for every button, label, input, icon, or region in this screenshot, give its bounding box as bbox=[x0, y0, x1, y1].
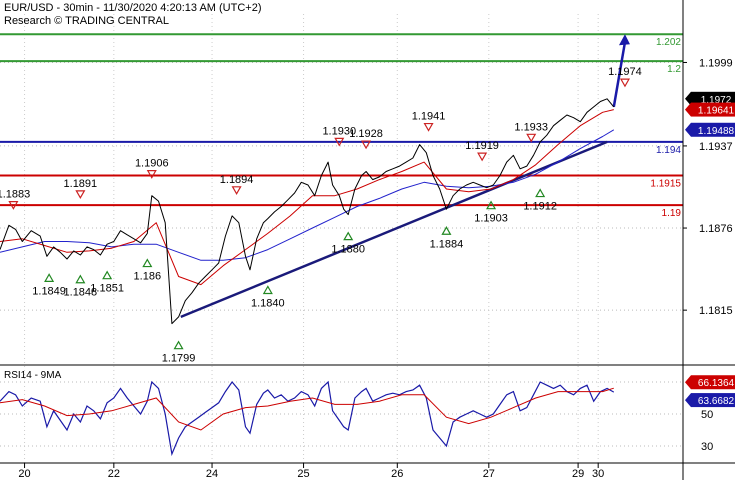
ma-fast-series-line bbox=[0, 109, 614, 286]
swing-low-label: 1.1884 bbox=[430, 238, 464, 250]
price-tag bbox=[691, 91, 735, 106]
time-axis-tick-label: 29 bbox=[572, 468, 584, 480]
swing-low-marker bbox=[441, 226, 452, 235]
swing-low-label: 1.1799 bbox=[162, 353, 196, 365]
projection-arrow-shaft bbox=[612, 41, 627, 108]
swing-low-marker bbox=[102, 270, 113, 280]
chart-header-line2: Research © TRADING CENTRAL bbox=[4, 15, 169, 27]
swing-high-label: 1.1906 bbox=[135, 158, 169, 170]
price-series-line bbox=[0, 98, 615, 325]
swing-high-label: 1.1933 bbox=[514, 121, 548, 133]
price-tag-label: 1.19488 bbox=[698, 126, 735, 137]
swing-low-label: 1.1912 bbox=[523, 201, 557, 213]
price-tag-pointer bbox=[685, 122, 691, 137]
swing-low-marker bbox=[44, 273, 55, 282]
price-tag-label: 1.1972 bbox=[701, 95, 732, 106]
swing-low-label: 1.1849 bbox=[32, 285, 66, 297]
rsi-axis-tick-label: 50 bbox=[701, 409, 713, 421]
price-axis-tick-label: 1.1999 bbox=[699, 57, 733, 69]
level-label-pivot: 1.194 bbox=[656, 145, 681, 156]
swing-high-marker bbox=[477, 152, 488, 162]
swing-high-label: 1.1883 bbox=[0, 189, 30, 201]
price-axis-tick-label: 1.1815 bbox=[699, 305, 733, 317]
time-axis-tick-label: 30 bbox=[592, 468, 604, 480]
level-label-resistance: 1.19 bbox=[662, 208, 682, 219]
swing-low-marker bbox=[173, 340, 184, 350]
rsi-tag bbox=[691, 393, 735, 408]
swing-high-marker bbox=[619, 78, 631, 88]
price-tag-label: 1.19641 bbox=[698, 106, 735, 117]
swing-high-label: 1.1974 bbox=[608, 66, 642, 78]
chart-header-line1: EUR/USD - 30min - 11/30/2020 4:20:13 AM … bbox=[4, 2, 262, 14]
swing-high-label: 1.1928 bbox=[349, 128, 383, 140]
swing-high-marker bbox=[146, 170, 157, 179]
rsi-axis-tick-label: 30 bbox=[701, 441, 713, 453]
rsi-tag-pointer bbox=[685, 393, 691, 408]
price-tag-pointer bbox=[685, 91, 691, 106]
swing-high-marker bbox=[361, 140, 372, 150]
trendline bbox=[180, 140, 608, 319]
time-axis-tick-label: 27 bbox=[483, 468, 495, 480]
swing-high-marker bbox=[8, 201, 19, 210]
swing-high-marker bbox=[423, 122, 434, 132]
time-axis-tick-label: 25 bbox=[297, 468, 309, 480]
time-axis-tick-label: 22 bbox=[108, 468, 120, 480]
swing-high-label: 1.1891 bbox=[64, 178, 98, 190]
swing-low-label: 1.1848 bbox=[64, 287, 98, 299]
swing-high-label: 1.1930 bbox=[322, 125, 356, 137]
projection-arrow-head bbox=[618, 34, 630, 46]
price-tag-pointer bbox=[685, 102, 691, 117]
swing-low-marker bbox=[535, 188, 546, 198]
swing-low-marker bbox=[486, 200, 497, 210]
swing-high-marker bbox=[334, 137, 345, 147]
time-axis-tick-label: 24 bbox=[206, 468, 218, 480]
swing-low-label: 1.1840 bbox=[251, 298, 285, 310]
rsi-tag bbox=[691, 375, 735, 390]
rsi-series-line bbox=[0, 380, 615, 457]
swing-low-marker bbox=[142, 258, 153, 268]
price-axis-tick-label: 1.1876 bbox=[699, 223, 733, 235]
swing-high-label: 1.1894 bbox=[220, 174, 254, 186]
price-tag bbox=[691, 102, 735, 117]
swing-low-marker bbox=[343, 231, 354, 241]
rsi-tag-label: 66.1364 bbox=[698, 378, 735, 389]
swing-low-label: 1.1880 bbox=[331, 244, 365, 256]
level-label-target: 1.202 bbox=[656, 37, 681, 48]
swing-high-marker bbox=[526, 133, 537, 143]
time-axis-tick-label: 20 bbox=[18, 468, 30, 480]
swing-low-label: 1.1851 bbox=[90, 283, 124, 295]
level-label-resistance: 1.1915 bbox=[650, 179, 681, 190]
rsi-panel-title: RSI14 - 9MA bbox=[4, 370, 62, 381]
swing-high-marker bbox=[231, 186, 242, 196]
ma-slow-series-line bbox=[0, 129, 615, 261]
rsi-tag-pointer bbox=[685, 375, 691, 390]
time-axis-tick-label: 26 bbox=[391, 468, 403, 480]
rsi-tag-label: 63.6682 bbox=[698, 396, 735, 407]
price-axis-tick-label: 1.1937 bbox=[699, 141, 733, 153]
swing-low-marker bbox=[75, 274, 86, 284]
swing-low-marker bbox=[262, 285, 273, 295]
swing-high-marker bbox=[75, 190, 86, 200]
swing-high-label: 1.1919 bbox=[465, 140, 499, 152]
swing-low-label: 1.1903 bbox=[474, 213, 508, 225]
price-tag bbox=[691, 122, 735, 137]
level-label-target: 1.2 bbox=[667, 64, 681, 75]
rsi-ma-series-line bbox=[0, 387, 614, 431]
swing-high-label: 1.1941 bbox=[412, 111, 446, 123]
swing-low-label: 1.186 bbox=[134, 271, 162, 283]
